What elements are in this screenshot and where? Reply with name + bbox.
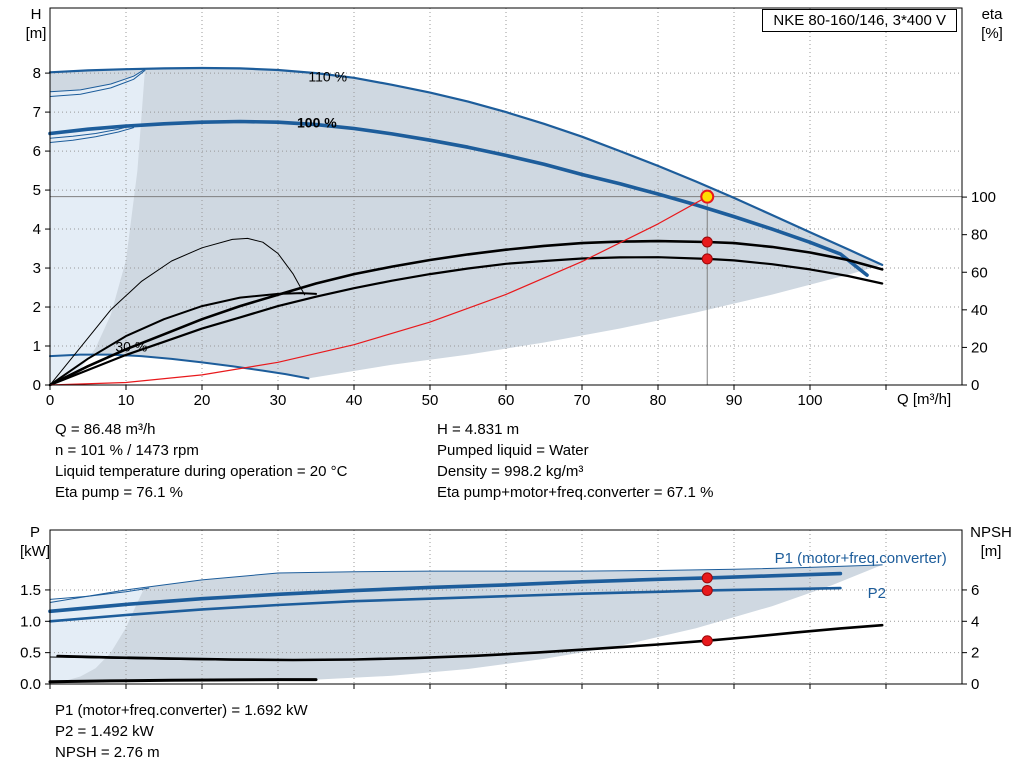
bottom-tick-label: 40 bbox=[346, 392, 363, 409]
duty-info-left-column: Q = 86.48 m³/h n = 101 % / 1473 rpm Liqu… bbox=[55, 419, 347, 503]
eta-axis-title: eta [%] bbox=[966, 5, 1018, 43]
npsh-point bbox=[701, 635, 713, 647]
p2-point bbox=[701, 584, 713, 596]
duty-point bbox=[700, 189, 715, 204]
label-p1: P1 (motor+freq.converter) bbox=[775, 550, 947, 567]
power-envelope-top bbox=[49, 564, 883, 603]
info-p1: P1 (motor+freq.converter) = 1.692 kW bbox=[55, 702, 308, 719]
left-tick-label: 3 bbox=[33, 260, 41, 277]
curve-100pct bbox=[48, 119, 869, 277]
power-limit-line bbox=[49, 587, 150, 600]
info-eta-pump: Eta pump = 76.1 % bbox=[55, 484, 183, 501]
speed-limit-line-d bbox=[49, 127, 135, 143]
npsh-axis-symbol: NPSH bbox=[970, 524, 1012, 541]
info-p2: P2 = 1.492 kW bbox=[55, 723, 154, 740]
head-axis-title: H [m] bbox=[16, 5, 56, 43]
eta-axis-unit: [%] bbox=[981, 25, 1003, 42]
label-30pct: 30 % bbox=[115, 338, 147, 354]
bottom-tick-label: 20 bbox=[194, 392, 211, 409]
eta-partial-speed-1 bbox=[49, 237, 306, 386]
info-pumped-liquid: Pumped liquid = Water bbox=[437, 442, 589, 459]
bottom-tick-label: 0 bbox=[46, 392, 54, 409]
pump-model-title: NKE 80-160/146, 3*400 V bbox=[762, 9, 957, 32]
speed-limit-line-a bbox=[49, 68, 146, 93]
curve-110pct bbox=[48, 66, 884, 266]
right-tick-label: 80 bbox=[971, 227, 988, 244]
eta-pump-curve bbox=[48, 239, 884, 387]
duty-info-right-column: H = 4.831 m Pumped liquid = Water Densit… bbox=[437, 419, 713, 503]
power-axis-symbol: P bbox=[29, 524, 40, 541]
right-tick-label: 4 bbox=[971, 613, 979, 630]
label-100pct: 100 % bbox=[297, 115, 337, 131]
right-tick-label: 0 bbox=[971, 676, 979, 693]
info-speed: n = 101 % / 1473 rpm bbox=[55, 442, 199, 459]
curve-npsh bbox=[56, 623, 884, 662]
left-tick-label: 5 bbox=[33, 182, 41, 199]
npsh-axis-unit: [m] bbox=[980, 543, 1002, 560]
info-flow: Q = 86.48 m³/h bbox=[55, 421, 156, 438]
bottom-tick-label: 60 bbox=[498, 392, 515, 409]
low-flow-area bbox=[50, 69, 145, 385]
power-npsh-chart-border bbox=[49, 529, 963, 685]
system-curve bbox=[49, 196, 708, 386]
bottom-tick-label: 10 bbox=[118, 392, 135, 409]
bottom-tick-label: 30 bbox=[270, 392, 287, 409]
power-axis-unit: [kW] bbox=[20, 543, 50, 560]
speed-limit-line-b bbox=[49, 69, 146, 97]
left-tick-label: 1 bbox=[33, 338, 41, 355]
right-tick-label: 2 bbox=[971, 645, 979, 662]
eta-total-curve bbox=[48, 256, 884, 387]
right-tick-label: 100 bbox=[971, 189, 996, 206]
left-tick-label: 4 bbox=[33, 221, 41, 238]
curve-p2 bbox=[48, 586, 842, 623]
info-head: H = 4.831 m bbox=[437, 421, 520, 438]
eta-partial-speed-2 bbox=[49, 292, 317, 386]
left-tick-label: 1.5 bbox=[20, 582, 41, 599]
power-axis-title: P [kW] bbox=[12, 523, 58, 561]
bottom-tick-label: 80 bbox=[650, 392, 667, 409]
left-tick-label: 0.5 bbox=[20, 645, 41, 662]
label-110pct: 110 % bbox=[308, 69, 347, 85]
head-capacity-chart-border bbox=[49, 7, 963, 386]
left-tick-label: 0.0 bbox=[20, 676, 41, 693]
right-tick-label: 6 bbox=[971, 582, 979, 599]
speed-limit-line-c bbox=[49, 124, 135, 139]
bottom-tick-label: 50 bbox=[422, 392, 439, 409]
power-envelope bbox=[50, 564, 883, 682]
npsh-axis-title: NPSH [m] bbox=[960, 523, 1022, 561]
right-tick-label: 0 bbox=[971, 377, 979, 394]
right-tick-label: 40 bbox=[971, 302, 988, 319]
bottom-tick-label: 70 bbox=[574, 392, 591, 409]
left-tick-label: 7 bbox=[33, 104, 41, 121]
left-tick-label: 6 bbox=[33, 143, 41, 160]
eta-total-point bbox=[701, 253, 713, 265]
head-axis-symbol: H bbox=[30, 6, 42, 23]
label-p2: P2 bbox=[868, 585, 886, 602]
curve-p-min-speed bbox=[48, 678, 318, 684]
p1-point bbox=[701, 572, 713, 584]
info-eta-total: Eta pump+motor+freq.converter = 67.1 % bbox=[437, 484, 714, 501]
bottom-tick-label: 90 bbox=[726, 392, 743, 409]
eta-pump-point bbox=[701, 236, 713, 248]
head-axis-unit: [m] bbox=[25, 25, 47, 42]
info-density: Density = 998.2 kg/m³ bbox=[437, 463, 584, 480]
left-tick-label: 1.0 bbox=[20, 613, 41, 630]
left-tick-label: 0 bbox=[33, 377, 41, 394]
power-info-column: P1 (motor+freq.converter) = 1.692 kW P2 … bbox=[55, 700, 308, 763]
right-tick-label: 20 bbox=[971, 339, 988, 356]
eta-axis-symbol: eta bbox=[981, 6, 1003, 23]
curve-p1 bbox=[48, 571, 843, 614]
bottom-tick-label: 100 bbox=[797, 392, 822, 409]
info-liquid-temp: Liquid temperature during operation = 20… bbox=[55, 463, 348, 480]
info-npsh: NPSH = 2.76 m bbox=[55, 744, 160, 761]
left-tick-label: 2 bbox=[33, 299, 41, 316]
right-tick-label: 60 bbox=[971, 264, 988, 281]
flow-axis-unit: Q [m³/h] bbox=[897, 391, 952, 408]
left-tick-label: 8 bbox=[33, 65, 41, 82]
